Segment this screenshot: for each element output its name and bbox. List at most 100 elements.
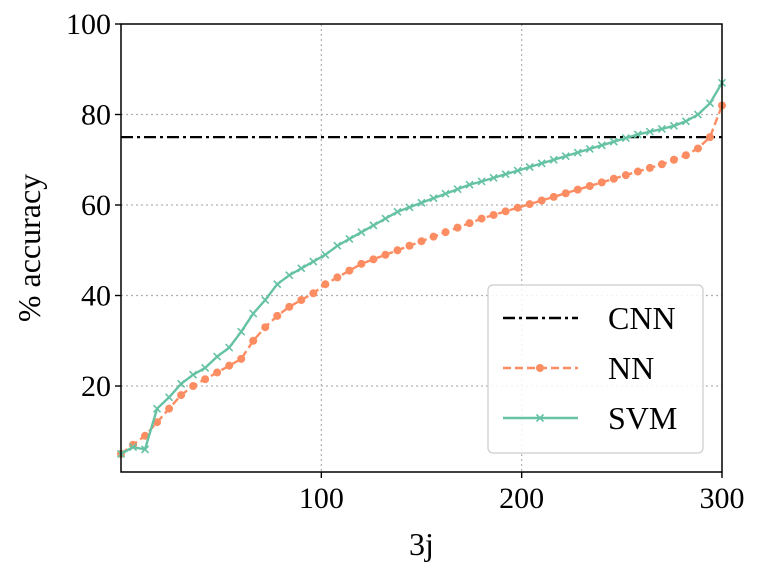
data-point-nn (381, 250, 390, 259)
data-point-svm (633, 130, 642, 139)
data-point-nn (465, 219, 474, 228)
data-point-svm (201, 363, 210, 372)
data-point-svm (669, 121, 678, 130)
data-point-svm (285, 271, 294, 280)
data-point-svm (152, 404, 162, 413)
data-point-nn (609, 174, 618, 183)
data-point-svm (597, 141, 606, 150)
legend-label: SVM (608, 400, 677, 436)
data-point-svm (489, 173, 498, 182)
plot-frame (120, 23, 723, 473)
data-point-svm (585, 144, 594, 153)
legend-marker (536, 364, 544, 372)
data-point-nn (201, 375, 210, 384)
legend-item-nn: NN (503, 350, 654, 386)
data-point-nn (225, 361, 234, 370)
data-point-nn (273, 311, 282, 320)
data-point-nn (573, 185, 582, 194)
tick-layer: 100 200 300 20 40 60 80 100 (66, 8, 745, 515)
data-point-svm (393, 207, 402, 216)
data-point-nn (333, 273, 342, 282)
data-point-nn (585, 182, 594, 191)
data-point-nn (645, 163, 654, 172)
legend-item-cnn: CNN (503, 300, 676, 336)
data-point-nn (705, 133, 714, 142)
data-point-svm (573, 148, 582, 157)
data-point-svm (609, 137, 618, 146)
data-point-nn (153, 418, 162, 427)
legend-box (487, 284, 704, 454)
data-point-svm (405, 203, 414, 212)
data-point-svm (165, 393, 174, 402)
legend-marker (535, 413, 545, 423)
data-point-svm (249, 309, 258, 318)
data-point-nn (501, 207, 510, 216)
data-point-svm (549, 155, 558, 164)
data-point-nn (453, 223, 462, 232)
data-point-nn (321, 280, 330, 289)
data-point-svm (429, 194, 438, 203)
data-point-nn (681, 151, 690, 160)
series-svm (116, 78, 727, 458)
data-point-svm (621, 133, 630, 143)
data-point-nn (213, 368, 222, 377)
data-point-svm (513, 166, 522, 175)
data-point-svm (477, 177, 486, 186)
data-point-nn (357, 259, 366, 268)
data-point-svm (681, 117, 691, 126)
x-axis-label: 3j (409, 526, 434, 562)
data-point-nn (621, 171, 630, 180)
data-point-svm (441, 189, 450, 198)
data-point-svm (501, 170, 510, 179)
data-point-nn (309, 289, 318, 298)
data-point-svm (297, 264, 306, 273)
data-point-svm (645, 127, 654, 136)
data-point-svm (705, 99, 715, 108)
data-point-svm (128, 443, 138, 452)
data-point-nn (525, 200, 534, 209)
data-point-svm (225, 343, 234, 352)
data-point-svm (561, 152, 570, 161)
x-tick-label: 300 (700, 482, 745, 515)
data-point-nn (393, 246, 402, 255)
data-point-nn (405, 241, 414, 250)
y-tick-label: 20 (81, 370, 111, 403)
data-point-nn (561, 189, 570, 198)
data-point-nn (345, 266, 354, 275)
series-nn (117, 101, 726, 458)
data-point-svm (693, 110, 703, 119)
data-point-svm (381, 214, 390, 223)
data-point-svm (453, 185, 462, 194)
data-point-nn (429, 232, 438, 241)
legend-label: NN (608, 350, 654, 386)
data-point-svm (333, 241, 342, 250)
legend-label: CNN (608, 300, 676, 336)
data-point-svm (237, 327, 246, 336)
data-point-svm (465, 180, 474, 189)
data-point-svm (525, 162, 534, 172)
data-point-nn (489, 210, 498, 219)
data-point-svm (177, 379, 186, 388)
data-point-svm (369, 221, 378, 230)
data-point-nn (537, 196, 546, 205)
data-point-nn (249, 336, 258, 345)
legend: CNN NN SVM (487, 284, 704, 454)
y-tick-label: 80 (81, 99, 111, 132)
data-point-svm (345, 234, 354, 244)
data-point-nn (693, 144, 702, 153)
data-point-svm (140, 445, 150, 454)
data-point-nn (597, 178, 606, 187)
data-point-svm (273, 280, 282, 289)
data-point-svm (321, 250, 330, 259)
data-point-nn (165, 404, 174, 413)
data-point-nn (657, 160, 666, 169)
data-point-nn (189, 382, 198, 391)
data-point-nn (237, 354, 246, 363)
data-point-svm (357, 228, 366, 237)
data-point-nn (477, 214, 486, 223)
data-point-svm (657, 124, 666, 134)
data-point-nn (261, 323, 270, 332)
data-point-nn (513, 203, 522, 212)
y-tick-label: 100 (66, 8, 111, 41)
